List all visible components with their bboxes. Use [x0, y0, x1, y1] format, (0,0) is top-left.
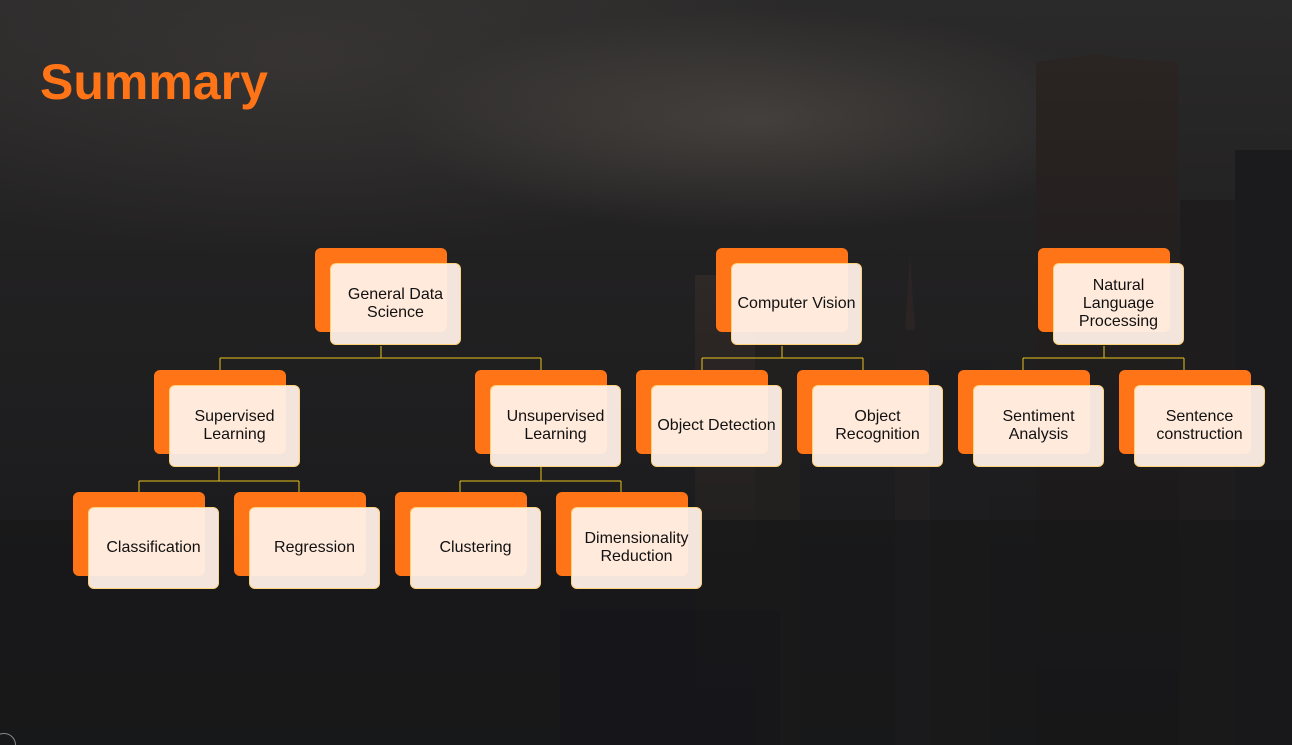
- node-computer-vision[interactable]: Computer Vision: [716, 248, 866, 348]
- node-object-detection[interactable]: Object Detection: [636, 370, 786, 470]
- node-supervised-learning[interactable]: Supervised Learning: [154, 370, 304, 470]
- node-card: Unsupervised Learning: [490, 385, 621, 467]
- node-label: Natural Language Processing: [1078, 277, 1159, 330]
- node-sentence-construction[interactable]: Sentence construction: [1119, 370, 1269, 470]
- node-label: Computer Vision: [737, 295, 856, 312]
- node-regression[interactable]: Regression: [234, 492, 384, 592]
- node-clustering[interactable]: Clustering: [395, 492, 545, 592]
- node-dimensionality-reduction[interactable]: Dimensionality Reduction: [556, 492, 706, 592]
- node-sentiment-analysis[interactable]: Sentiment Analysis: [958, 370, 1108, 470]
- node-label: Classification: [106, 539, 201, 556]
- node-card: Classification: [88, 507, 219, 589]
- node-label: Object Recognition: [835, 408, 920, 443]
- node-label: Sentence construction: [1156, 408, 1243, 443]
- node-card: Natural Language Processing: [1053, 263, 1184, 345]
- node-card: Regression: [249, 507, 380, 589]
- node-card: Computer Vision: [731, 263, 862, 345]
- node-label: Dimensionality Reduction: [584, 530, 689, 565]
- node-card: Clustering: [410, 507, 541, 589]
- node-object-recognition[interactable]: Object Recognition: [797, 370, 947, 470]
- node-natural-language-processing[interactable]: Natural Language Processing: [1038, 248, 1188, 348]
- node-label: Supervised Learning: [194, 408, 275, 443]
- node-label: Object Detection: [657, 417, 776, 434]
- node-label: Regression: [274, 539, 355, 556]
- node-general-data-science[interactable]: General Data Science: [315, 248, 465, 348]
- node-unsupervised-learning[interactable]: Unsupervised Learning: [475, 370, 625, 470]
- node-card: Object Recognition: [812, 385, 943, 467]
- node-label: Clustering: [439, 539, 512, 556]
- node-classification[interactable]: Classification: [73, 492, 223, 592]
- node-card: Dimensionality Reduction: [571, 507, 702, 589]
- node-card: Supervised Learning: [169, 385, 300, 467]
- node-card: Sentiment Analysis: [973, 385, 1104, 467]
- page-title: Summary: [40, 54, 268, 110]
- node-label: Sentiment Analysis: [1002, 408, 1075, 443]
- node-label: Unsupervised Learning: [506, 408, 605, 443]
- node-card: General Data Science: [330, 263, 461, 345]
- node-label: General Data Science: [347, 286, 444, 321]
- node-card: Object Detection: [651, 385, 782, 467]
- node-card: Sentence construction: [1134, 385, 1265, 467]
